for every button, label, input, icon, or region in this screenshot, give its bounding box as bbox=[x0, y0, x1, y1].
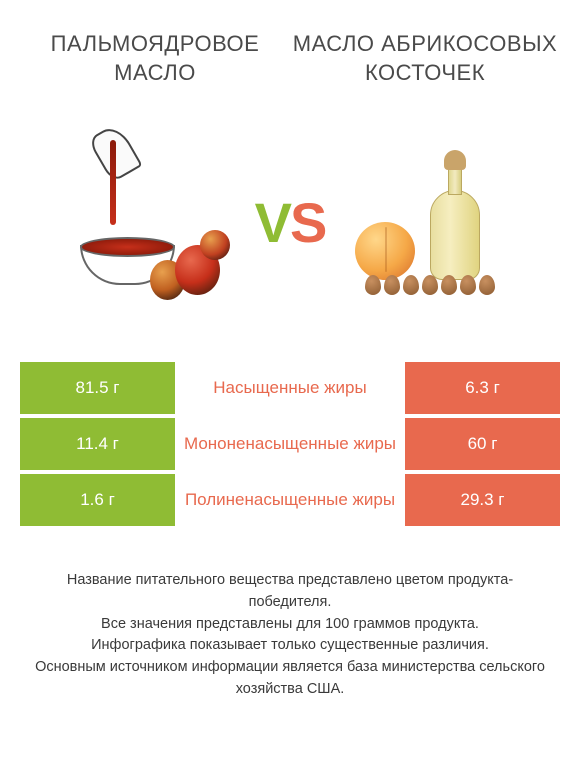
nutrient-label: Полиненасыщенные жиры bbox=[175, 490, 405, 510]
left-product-image bbox=[70, 140, 235, 305]
kernel bbox=[441, 275, 457, 295]
footer-text: Название питательного вещества представл… bbox=[20, 570, 560, 701]
kernel bbox=[422, 275, 438, 295]
table-row: 81.5 г Насыщенные жиры 6.3 г bbox=[20, 362, 560, 414]
apricot bbox=[355, 222, 415, 280]
kernel bbox=[403, 275, 419, 295]
bottle-cap bbox=[444, 150, 466, 170]
left-title: ПАЛЬМОЯДРОВОЕ МАСЛО bbox=[20, 30, 290, 87]
left-value: 11.4 г bbox=[20, 418, 175, 470]
left-value: 81.5 г bbox=[20, 362, 175, 414]
kernel bbox=[479, 275, 495, 295]
table-row: 11.4 г Мононенасыщенные жиры 60 г bbox=[20, 418, 560, 470]
kernels-row bbox=[365, 275, 500, 297]
vs-s: S bbox=[290, 191, 325, 254]
palm-fruit bbox=[200, 230, 230, 260]
right-product-image bbox=[345, 140, 510, 305]
images-row: VS bbox=[20, 117, 560, 327]
vs-label: VS bbox=[255, 190, 326, 255]
kernel bbox=[460, 275, 476, 295]
footer-line: Все значения представлены для 100 граммо… bbox=[35, 614, 545, 636]
footer-line: Основным источником информации является … bbox=[35, 657, 545, 701]
table-row: 1.6 г Полиненасыщенные жиры 29.3 г bbox=[20, 474, 560, 526]
nutrient-label: Насыщенные жиры bbox=[175, 378, 405, 398]
pour-stream bbox=[110, 140, 116, 225]
right-value: 60 г bbox=[405, 418, 560, 470]
footer-line: Название питательного вещества представл… bbox=[35, 570, 545, 614]
bottle-body bbox=[430, 190, 480, 280]
right-value: 6.3 г bbox=[405, 362, 560, 414]
right-value: 29.3 г bbox=[405, 474, 560, 526]
oil-bottle bbox=[430, 150, 480, 280]
comparison-rows: 81.5 г Насыщенные жиры 6.3 г 11.4 г Моно… bbox=[20, 362, 560, 530]
kernel bbox=[384, 275, 400, 295]
left-value: 1.6 г bbox=[20, 474, 175, 526]
titles-row: ПАЛЬМОЯДРОВОЕ МАСЛО МАСЛО АБРИКОСОВЫХ КО… bbox=[20, 30, 560, 87]
vs-v: V bbox=[255, 191, 290, 254]
footer-line: Инфографика показывает только существенн… bbox=[35, 635, 545, 657]
right-title: МАСЛО АБРИКОСОВЫХ КОСТОЧЕК bbox=[290, 30, 560, 87]
nutrient-label: Мононенасыщенные жиры bbox=[175, 434, 405, 454]
kernel bbox=[365, 275, 381, 295]
